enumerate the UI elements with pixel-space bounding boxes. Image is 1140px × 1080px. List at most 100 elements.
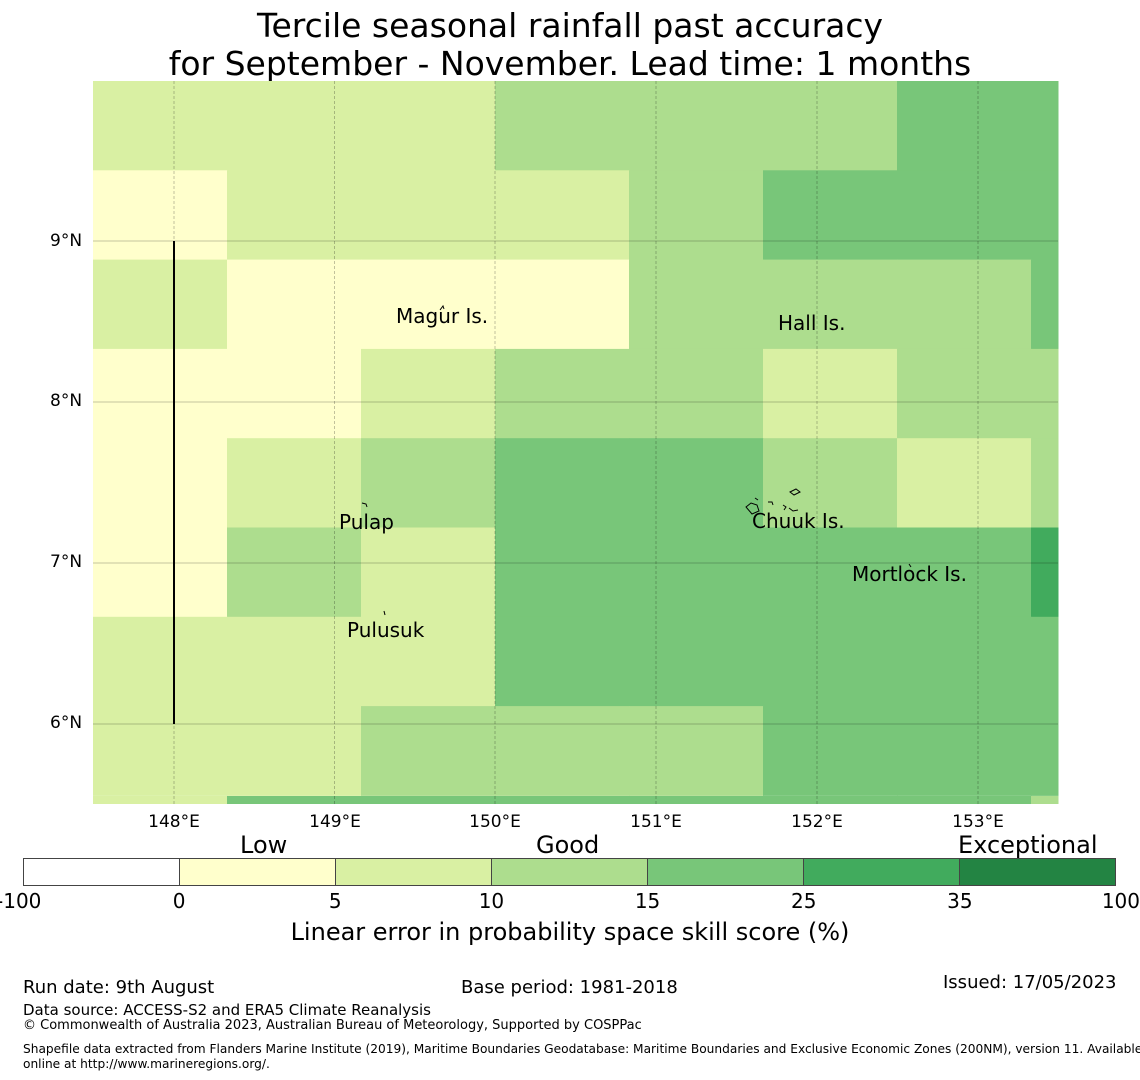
grid-cell [361,438,496,528]
colorbar-segment [960,859,1115,885]
colorbar-segment [648,859,804,885]
grid-cell [93,706,228,796]
grid-cell [93,81,228,171]
grid-cell [1031,527,1059,618]
grid-cell [361,348,496,439]
colorbar-tick-label: 100 [1101,889,1140,913]
grid-cell [763,616,898,707]
lon-label-151e: 151°E [630,812,682,832]
grid-cell [629,259,764,350]
pulap-island-shape [361,502,368,508]
data-source: Data source: ACCESS-S2 and ERA5 Climate … [23,1001,431,1019]
mortlock-island-shape [908,563,912,568]
grid-cell [763,81,898,171]
grid-cell [629,616,764,707]
colorbar-label: Linear error in probability space skill … [290,918,850,946]
colorbar-tick-label: 35 [947,889,973,913]
grid-cell [93,796,228,804]
grid-cell [495,259,630,350]
colorbar-tick-label: 15 [634,889,661,913]
grid-cell [897,438,1032,528]
chart-title-line2: for September - November. Lead time: 1 m… [168,44,972,83]
pulusuk-island-shape [383,610,386,616]
grid-cell [897,706,1032,796]
grid-cell [897,796,1032,804]
grid-cell [93,438,228,528]
grid-cell [763,170,898,261]
lat-label-6n: 6°N [50,713,83,733]
legend-category-good: Good [536,831,600,859]
lat-label-9n: 9°N [50,231,83,251]
lon-label-148e: 148°E [148,812,200,832]
grid-cell [495,348,630,439]
grid-cell [1031,348,1059,439]
grid-cell [361,616,496,707]
grid-cell [897,348,1032,439]
grid-cell [227,616,362,707]
grid-cell [93,348,228,439]
grid-cell [763,706,898,796]
grid-cell [495,438,630,528]
grid-cell [1031,438,1059,528]
grid-cell [361,259,496,350]
grid-cell [495,170,630,261]
legend-category-exceptional: Exceptional [958,831,1098,859]
grid-cell [361,170,496,261]
lat-label-7n: 7°N [50,552,83,572]
grid-cell [763,348,898,439]
issued-date: Issued: 17/05/2023 [943,972,1117,993]
grid-cell [1031,259,1059,350]
colorbar-segment [336,859,492,885]
island-outlines [173,241,912,724]
grid-cell [897,81,1032,171]
grid-cell [227,796,362,804]
grid-cell [495,527,630,618]
place-label-hall: Hall Is. [778,311,846,335]
grid-cell [1031,796,1059,804]
grid-cell [495,616,630,707]
grid-cell [629,527,764,618]
grid-cell [629,170,764,261]
colorbar-segment [804,859,960,885]
colorbar-segment [180,859,336,885]
chart-title-line1: Tercile seasonal rainfall past accuracy [256,6,884,45]
grid-cell [93,259,228,350]
grid-cell [227,706,362,796]
magur-island-shape [439,304,445,311]
grid-cell [763,796,898,804]
graticule [93,81,1058,804]
lon-label-149e: 149°E [309,812,361,832]
colorbar-tick-label: 5 [328,889,342,913]
chuuk-lagoon-shape [745,488,801,515]
base-period: Base period: 1981-2018 [461,977,678,998]
grid-cell [897,170,1032,261]
place-label-pulusuk: Pulusuk [347,618,425,642]
grid-cell [897,527,1032,618]
legend-category-low: Low [240,831,288,859]
grid-cell [361,796,496,804]
grid-cell [495,81,630,171]
grid-cell [897,616,1032,707]
grid-cell [93,170,228,261]
colorbar [23,858,1116,886]
grid-cell [227,259,362,350]
grid-cell [361,81,496,171]
colorbar-segment [492,859,648,885]
place-label-magur: Magur Is. [396,304,489,328]
grid-cell [629,706,764,796]
grid-cell [227,170,362,261]
grid-cell [1031,616,1059,707]
grid-cell [763,527,898,618]
place-label-mortlock: Mortlock Is. [852,562,967,586]
grid-cell [361,527,496,618]
grid-cell [93,616,228,707]
grid-cell [361,706,496,796]
grid-cell [629,796,764,804]
grid-cell [227,348,362,439]
colorbar-tick-label: 25 [790,889,817,913]
grid-cell [227,438,362,528]
grid-cell [227,527,362,618]
grid-cell [495,706,630,796]
lon-label-153e: 153°E [952,812,1004,832]
lon-label-150e: 150°E [469,812,521,832]
